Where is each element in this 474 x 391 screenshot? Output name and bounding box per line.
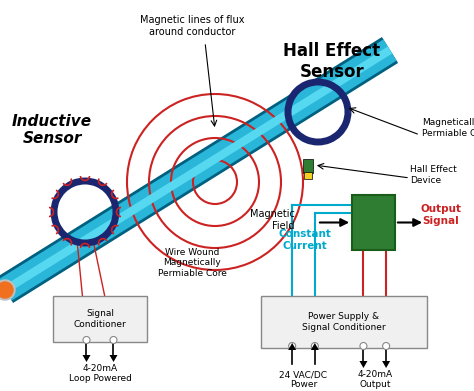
Text: 4-20mA
Output: 4-20mA Output (357, 370, 392, 389)
Polygon shape (359, 361, 367, 368)
Text: Hall Effect
Device: Hall Effect Device (410, 165, 457, 185)
Text: Hall Effect
Sensor: Hall Effect Sensor (283, 42, 381, 81)
Circle shape (383, 343, 390, 350)
Circle shape (360, 343, 367, 350)
Text: Output
Signal: Output Signal (420, 204, 462, 226)
Polygon shape (109, 355, 118, 362)
Text: Magnetically
Permiable Core: Magnetically Permiable Core (422, 118, 474, 138)
Polygon shape (288, 343, 296, 350)
Text: 4-20mA
Loop Powered: 4-20mA Loop Powered (69, 364, 131, 384)
FancyBboxPatch shape (352, 195, 395, 250)
Text: Magnetic lines of flux
around conductor: Magnetic lines of flux around conductor (140, 15, 244, 37)
Text: Magnetic
Field: Magnetic Field (250, 209, 295, 231)
Circle shape (0, 282, 13, 298)
Text: Power Supply &
Signal Conditioner: Power Supply & Signal Conditioner (302, 312, 386, 332)
Text: 24 VAC/DC
Power: 24 VAC/DC Power (280, 370, 328, 389)
Circle shape (83, 337, 90, 344)
FancyBboxPatch shape (53, 296, 147, 342)
Polygon shape (311, 343, 319, 350)
Circle shape (0, 280, 15, 300)
Circle shape (289, 343, 296, 350)
Circle shape (110, 337, 117, 344)
Text: Constant
Current: Constant Current (279, 229, 331, 251)
FancyBboxPatch shape (303, 159, 313, 173)
Polygon shape (82, 355, 91, 362)
Text: Wire Wound
Magnetically
Permiable Core: Wire Wound Magnetically Permiable Core (157, 248, 227, 278)
Polygon shape (382, 361, 390, 368)
Text: Inductive
Sensor: Inductive Sensor (12, 114, 92, 146)
Circle shape (311, 343, 319, 350)
FancyBboxPatch shape (261, 296, 427, 348)
Text: Signal
Conditioner: Signal Conditioner (73, 309, 127, 329)
FancyBboxPatch shape (304, 172, 312, 179)
